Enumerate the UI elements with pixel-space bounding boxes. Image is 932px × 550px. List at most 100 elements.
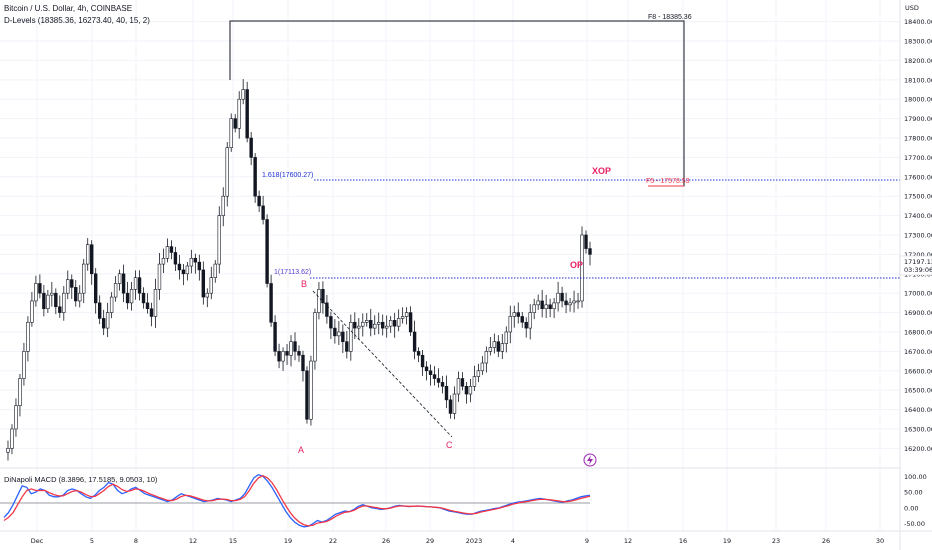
candle xyxy=(285,343,289,365)
candle xyxy=(117,269,122,291)
candle xyxy=(38,274,42,299)
price-tick: 17500.00 xyxy=(904,193,932,201)
candle xyxy=(265,214,269,288)
time-tick: 5 xyxy=(90,537,94,545)
candle xyxy=(121,264,126,303)
price-tick: 17700.00 xyxy=(904,154,932,162)
candle xyxy=(329,311,333,339)
candle xyxy=(576,292,580,309)
candle xyxy=(22,342,26,386)
candle xyxy=(488,337,493,356)
candle xyxy=(428,364,433,386)
candle xyxy=(209,266,213,300)
candle xyxy=(472,365,477,391)
candle xyxy=(584,230,588,254)
price-tick: 16600.00 xyxy=(904,367,932,375)
candle xyxy=(301,350,305,382)
candle xyxy=(293,332,297,361)
candle xyxy=(564,292,568,314)
f8-level-box xyxy=(229,20,685,187)
candle xyxy=(384,315,389,338)
time-tick: 2023 xyxy=(466,537,483,545)
pivot-b-label: B xyxy=(301,279,307,289)
countdown-value: 03:39:06 xyxy=(904,266,932,274)
price-tick: 17800.00 xyxy=(904,135,932,143)
price-tick: 17400.00 xyxy=(904,212,932,220)
price-tick: 17600.00 xyxy=(904,173,932,181)
time-tick: 15 xyxy=(229,537,237,545)
annotations: F8 - 18385.36 1.618(17600.27) 1(17113.62… xyxy=(229,14,900,467)
candle xyxy=(548,298,552,318)
candle xyxy=(14,398,18,437)
price-tick: 17200.00 xyxy=(904,251,932,259)
candle xyxy=(512,305,516,328)
candle xyxy=(82,259,86,304)
candle xyxy=(225,142,229,207)
candle xyxy=(42,284,46,317)
f8-label: F8 - 18385.36 xyxy=(648,14,692,21)
candle xyxy=(169,240,174,260)
candle xyxy=(568,298,572,312)
candle xyxy=(432,366,437,386)
candle xyxy=(289,335,293,367)
price-tick: 18000.00 xyxy=(904,96,932,104)
candle xyxy=(153,278,158,328)
time-tick: Dec xyxy=(31,537,44,545)
candle xyxy=(540,289,544,318)
xop-label: XOP xyxy=(592,166,611,176)
candle xyxy=(86,238,90,271)
candle xyxy=(373,315,377,336)
candle xyxy=(404,307,409,325)
time-tick: 30 xyxy=(876,537,884,545)
candle xyxy=(396,309,401,332)
candle xyxy=(245,81,249,143)
candle xyxy=(321,281,325,314)
candle xyxy=(460,372,465,391)
time-tick: 23 xyxy=(772,537,780,545)
lightning-icon[interactable] xyxy=(583,453,597,467)
indicator-title[interactable]: D-Levels (18385.36, 16273.40, 40, 15, 2) xyxy=(4,16,150,25)
price-tick: 16700.00 xyxy=(904,348,932,356)
candle xyxy=(524,317,528,338)
time-tick: 26 xyxy=(382,537,390,545)
pivot-a-label: A xyxy=(298,445,304,455)
macd-label: DiNapoli MACD (8.3896, 17.5185, 9.0503, … xyxy=(4,475,158,484)
candle xyxy=(325,294,329,324)
candle xyxy=(249,131,253,166)
candle xyxy=(544,294,548,319)
candle xyxy=(365,313,369,327)
candle xyxy=(305,366,309,424)
candle xyxy=(508,305,512,344)
candle xyxy=(66,270,70,300)
candle xyxy=(273,315,277,357)
candle xyxy=(492,333,497,354)
time-tick: 26 xyxy=(822,537,830,545)
price-tick: 16300.00 xyxy=(904,425,932,433)
candle xyxy=(165,238,170,263)
candle xyxy=(93,268,98,314)
candle xyxy=(341,324,345,354)
candle xyxy=(18,374,22,417)
candle xyxy=(556,281,560,312)
symbol-title[interactable]: Bitcoin / U.S. Dollar, 4h, COINBASE xyxy=(4,4,133,13)
op-label: OP xyxy=(570,260,583,270)
candle xyxy=(528,304,532,340)
candle xyxy=(10,424,14,455)
candle xyxy=(213,260,217,283)
macd-tick: 100.00 xyxy=(904,473,927,481)
candle xyxy=(125,281,130,310)
candle xyxy=(444,375,449,409)
candle xyxy=(205,288,210,308)
candle xyxy=(229,113,233,152)
candle xyxy=(149,302,154,327)
candle xyxy=(468,378,473,403)
fib-1618-label: 1.618(17600.27) xyxy=(262,172,313,179)
candle xyxy=(241,79,245,105)
candle xyxy=(424,361,429,381)
candle xyxy=(78,285,82,308)
candle xyxy=(161,248,166,273)
candle xyxy=(177,254,182,280)
candle xyxy=(361,313,365,337)
candle xyxy=(109,292,114,319)
